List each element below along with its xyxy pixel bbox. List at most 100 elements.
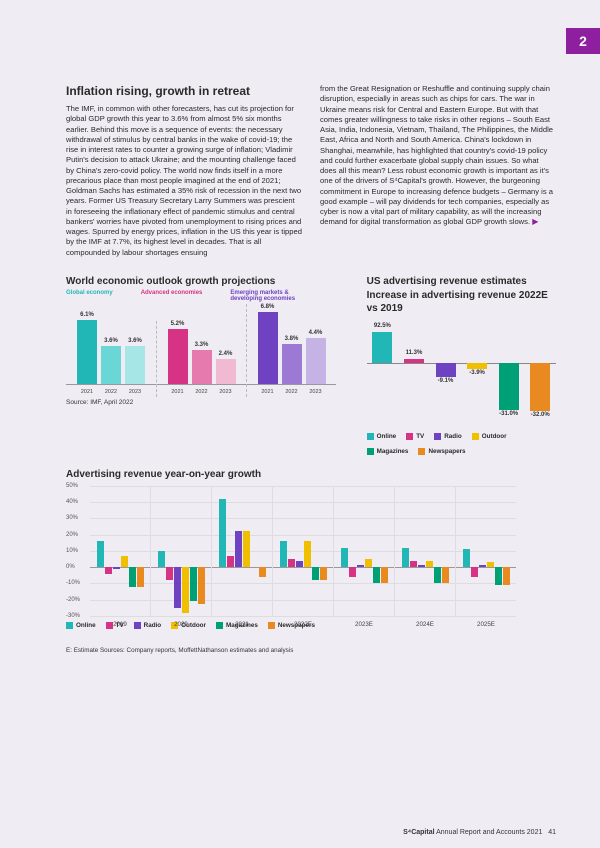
yoy-bar [198, 567, 205, 604]
legend-item: Radio [434, 433, 462, 440]
yoy-bar [174, 567, 181, 608]
yoy-year-label: 2020 [151, 621, 211, 628]
page-tab: 2 [566, 28, 600, 54]
yoy-year-label: 2019 [90, 621, 150, 628]
yoy-bar [479, 565, 486, 567]
yoy-bar [463, 549, 470, 567]
yoy-bar [105, 567, 112, 574]
yoy-axis-label: -20% [66, 597, 80, 603]
yoy-title: Advertising revenue year-on-year growth [66, 469, 556, 482]
yoy-bar [304, 541, 311, 567]
yoy-year-label: 2023E [334, 621, 394, 628]
yoy-year-group: 2022E [273, 486, 334, 616]
usad-title-2: Increase in advertising revenue 2022E vs… [367, 290, 556, 315]
yoy-bar [219, 499, 226, 567]
yoy-bar [381, 567, 388, 583]
yoy-bar [320, 567, 327, 580]
legend-item: Magazines [367, 448, 409, 455]
yoy-bar [487, 562, 494, 567]
yoy-axis-label: -10% [66, 580, 80, 586]
weo-bar: 3.3%2022 [192, 342, 212, 386]
weo-bar: 3.6%2022 [101, 338, 121, 385]
yoy-year-group: 2021 [212, 486, 273, 616]
yoy-year-label: 2021 [212, 621, 272, 628]
section-title: Inflation rising, growth in retreat [66, 84, 302, 99]
weo-bar: 4.4%2023 [306, 330, 326, 385]
yoy-bar [259, 567, 266, 577]
legend-item: Outdoor [472, 433, 507, 440]
yoy-bar [426, 561, 433, 568]
weo-bar: 3.6%2023 [125, 338, 145, 385]
yoy-year-group: 2019 [90, 486, 151, 616]
weo-source: Source: IMF, April 2022 [66, 399, 337, 406]
yoy-axis-label: 10% [66, 548, 78, 554]
weo-group: 5.2%20213.3%20222.4%2023 [156, 321, 246, 397]
yoy-bar [418, 565, 425, 567]
yoy-bar [402, 548, 409, 568]
yoy-axis-label: 50% [66, 483, 78, 489]
yoy-bar [227, 556, 234, 567]
weo-legend-item: Advanced economies [141, 290, 203, 302]
yoy-year-group: 2025E [456, 486, 516, 616]
yoy-bar [410, 561, 417, 568]
yoy-axis-label: 0% [66, 564, 75, 570]
yoy-bar [137, 567, 144, 587]
yoy-bar [158, 551, 165, 567]
yoy-year-label: 2024E [395, 621, 455, 628]
yoy-bar [341, 548, 348, 568]
yoy-axis-label: 20% [66, 532, 78, 538]
yoy-year-group: 2020 [151, 486, 212, 616]
body-col-1: The IMF, in common with other forecaster… [66, 104, 302, 258]
legend-item: Online [367, 433, 397, 440]
page-footer: S⁴Capital Annual Report and Accounts 202… [403, 829, 556, 836]
yoy-chart: Advertising revenue year-on-year growth … [66, 469, 556, 654]
weo-title: World economic outlook growth projection… [66, 276, 337, 289]
yoy-bar [442, 567, 449, 583]
yoy-bar [365, 559, 372, 567]
weo-legend-item: Emerging markets & developing economies [230, 290, 310, 302]
weo-bar: 6.1%2021 [77, 312, 97, 386]
page-content: Inflation rising, growth in retreat The … [0, 0, 600, 674]
yoy-bar [243, 531, 250, 567]
yoy-note: E: Estimate Sources: Company reports, Mo… [66, 647, 556, 654]
yoy-bar [166, 567, 173, 580]
yoy-bar [503, 567, 510, 585]
yoy-bar [434, 567, 441, 583]
weo-legend-item: Global economy [66, 290, 113, 302]
yoy-bar [296, 561, 303, 568]
legend-item: TV [406, 433, 424, 440]
body-col-2: from the Great Resignation or Reshuffle … [320, 84, 556, 228]
yoy-bar [280, 541, 287, 567]
yoy-bar [97, 541, 104, 567]
legend-item: Newspapers [418, 448, 465, 455]
yoy-bar [113, 567, 120, 569]
yoy-bar [121, 556, 128, 567]
yoy-bar [235, 531, 242, 567]
yoy-bar [495, 567, 502, 585]
yoy-year-group: 2023E [334, 486, 395, 616]
yoy-bar [190, 567, 197, 601]
yoy-year-group: 2024E [395, 486, 456, 616]
yoy-axis-label: 40% [66, 499, 78, 505]
usad-title-1: US advertising revenue estimates [367, 276, 556, 289]
yoy-bar [129, 567, 136, 587]
usad-chart: US advertising revenue estimates Increas… [367, 276, 556, 456]
yoy-bar [182, 567, 189, 613]
yoy-year-label: 2022E [273, 621, 333, 628]
weo-group: 6.8%20213.8%20224.4%2023 [246, 304, 336, 397]
yoy-bar [471, 567, 478, 577]
yoy-axis-label: 30% [66, 515, 78, 521]
weo-bar: 6.8%2021 [258, 304, 278, 385]
weo-bar: 5.2%2021 [168, 321, 188, 385]
yoy-axis-label: -30% [66, 613, 80, 619]
yoy-bar [349, 567, 356, 577]
yoy-bar [373, 567, 380, 583]
yoy-bar [288, 559, 295, 567]
yoy-bar [312, 567, 319, 580]
yoy-year-label: 2025E [456, 621, 516, 628]
weo-group: 6.1%20213.6%20223.6%2023 [66, 312, 156, 398]
weo-bar: 2.4%2023 [216, 351, 236, 385]
weo-bar: 3.8%2022 [282, 336, 302, 385]
yoy-bar [357, 565, 364, 567]
weo-chart: World economic outlook growth projection… [66, 276, 337, 456]
